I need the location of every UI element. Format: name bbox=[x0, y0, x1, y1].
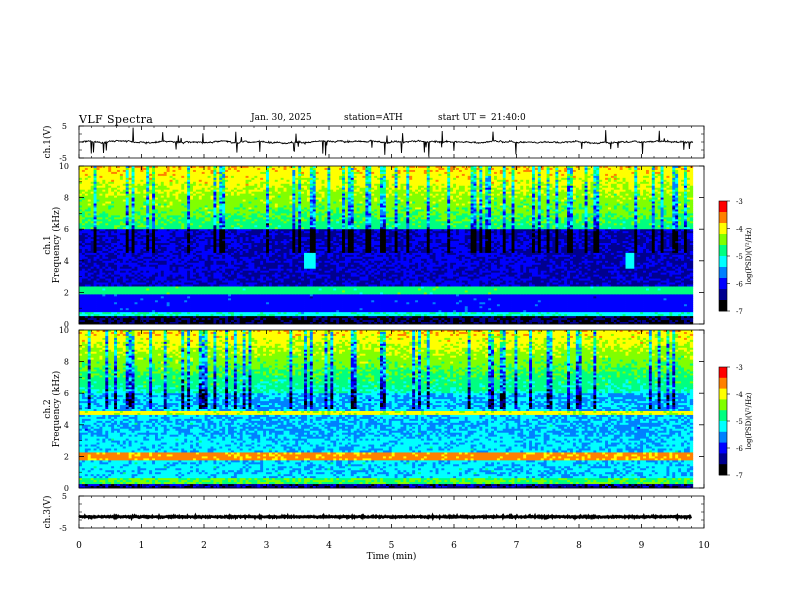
figure-title: VLF Spectra bbox=[79, 113, 153, 126]
ch1-waveform-panel: 5-5ch.1(V) bbox=[42, 122, 704, 163]
date-label: Jan. 30, 2025 bbox=[251, 113, 312, 123]
spectrogram-cells bbox=[79, 166, 693, 324]
start-ut-value: 21:40:0 bbox=[491, 113, 526, 123]
y-tick-label: 5 bbox=[62, 122, 67, 131]
waveform-trace bbox=[79, 128, 693, 157]
y-axis-label: ch.1(V) bbox=[42, 126, 53, 159]
station-label: station=ATH bbox=[344, 113, 403, 123]
start-ut-label: start UT = bbox=[438, 113, 486, 123]
